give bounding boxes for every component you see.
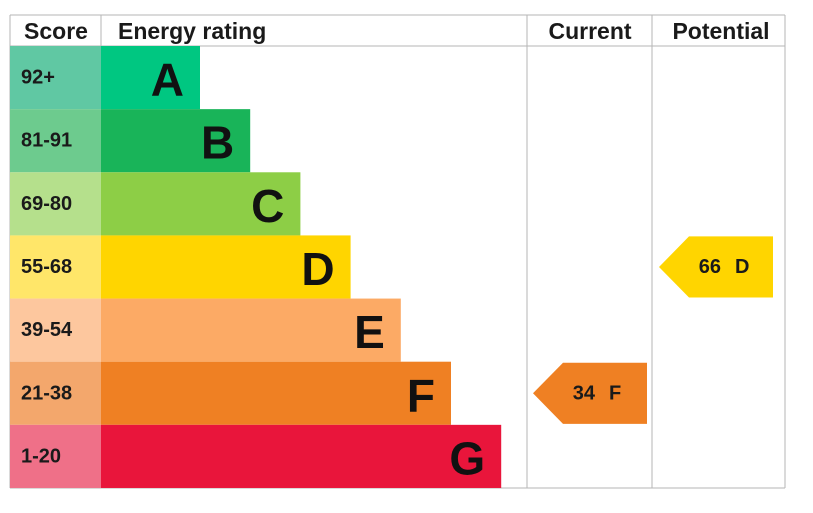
score-cell [10, 172, 101, 236]
score-label: 92+ [21, 67, 55, 89]
rating-letter: D [301, 243, 334, 295]
rating-bar [101, 109, 251, 173]
score-cell [10, 46, 101, 110]
score-header: Score [24, 18, 88, 44]
score-cell [10, 361, 101, 425]
potential-header: Potential [672, 18, 769, 44]
score-cell [10, 298, 101, 362]
score-cell [10, 424, 101, 488]
rating-letter: G [449, 432, 485, 484]
rating-letter: E [354, 306, 385, 358]
arrow-shape [533, 362, 647, 424]
arrow-shape [659, 236, 773, 298]
score-label: 55-68 [21, 256, 72, 278]
score-label: 21-38 [21, 382, 72, 404]
rating-letter: F [407, 369, 435, 421]
arrow-value: 66 [699, 256, 721, 278]
score-label: 69-80 [21, 193, 72, 215]
rating-bar [101, 46, 200, 110]
arrow-value: 34 [573, 382, 596, 404]
score-label: 1-20 [21, 445, 61, 467]
current-arrow: 34 F [533, 362, 647, 424]
rating-bar [101, 298, 401, 362]
rating-header: Energy rating [118, 18, 266, 44]
potential-arrow: 66 D [659, 236, 773, 298]
rating-bar [101, 424, 502, 488]
arrow-rating: F [609, 382, 621, 404]
current-header: Current [548, 18, 631, 44]
score-label: 81-91 [21, 130, 72, 152]
score-cell [10, 235, 101, 299]
rating-bar [101, 235, 351, 299]
rating-bar [101, 361, 451, 425]
arrow-rating: D [735, 256, 749, 278]
rating-bar [101, 172, 301, 236]
rating-letter: B [201, 117, 234, 169]
rating-letter: C [251, 180, 284, 232]
score-label: 39-54 [21, 319, 73, 341]
rating-letter: A [151, 54, 184, 106]
score-cell [10, 109, 101, 173]
